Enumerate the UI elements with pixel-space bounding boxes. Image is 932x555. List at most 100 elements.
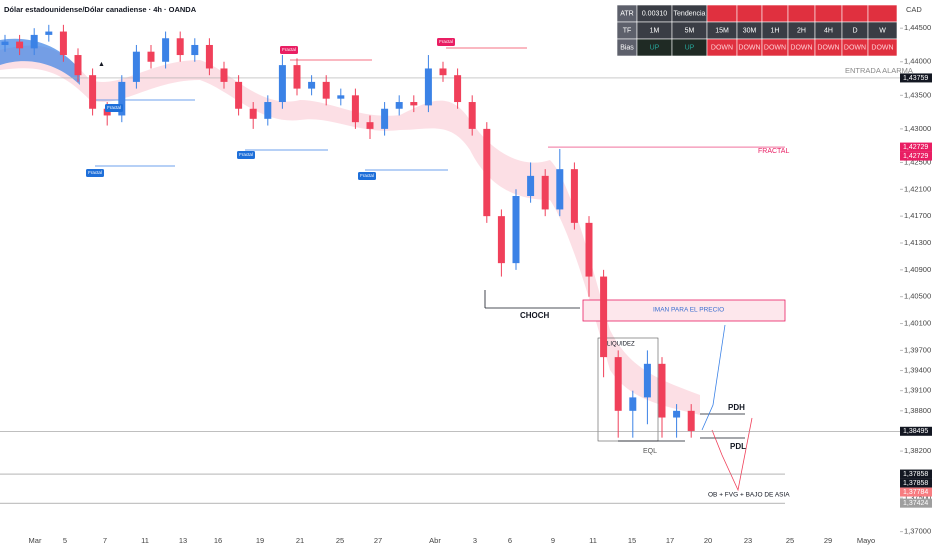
candle-body [585,222,593,277]
table-text: 0.00310 [642,10,667,17]
candle-body [541,175,549,210]
fractal-label: Fractal [107,105,121,110]
table-cell [787,4,816,23]
candle-body [74,55,82,76]
table-cell [841,4,869,23]
table-text: W [879,27,886,34]
table-text: UP [685,44,695,51]
table-cell [814,4,843,23]
candle-body [205,44,213,69]
candle-body [658,363,666,418]
pdh-label: PDH [728,403,745,412]
price-tag-label: 1,37858 [903,471,928,478]
x-tick-label: 11 [141,536,149,545]
fractal-label: Fractal [282,47,296,52]
candle-body [293,65,301,89]
fractal-badge [358,172,376,180]
price-tag [900,478,932,488]
fractal-badge [237,151,255,159]
y-tick-label: 1,41700 [904,211,931,220]
candle-body [132,51,140,82]
x-tick-label: 15 [628,536,636,545]
table-text: TF [623,27,632,34]
x-tick-label: 5 [63,536,67,545]
x-tick-label: 16 [214,536,222,545]
candle-body [278,65,286,103]
x-tick-label: 6 [508,536,512,545]
candle-body [483,128,491,217]
candle-body [381,108,389,129]
table-cell [706,4,738,23]
y-tick-label: 1,40500 [904,292,931,301]
y-tick-label: 1,37000 [904,527,931,536]
candle-body [1,41,9,45]
x-tick-label: 7 [103,536,107,545]
price-tag-label: 1,42729 [903,153,928,160]
candle-body [191,44,199,56]
x-tick-label: 11 [589,536,597,545]
candle-body [351,95,359,123]
price-tag [900,142,932,152]
table-text: ATR [620,10,633,17]
fractal-label: Fractal [239,152,253,157]
y-tick-label: 1,39100 [904,386,931,395]
candle-body [643,363,651,398]
price-tag [900,151,932,161]
x-tick-label: 25 [336,536,344,545]
y-tick-label: 1,43500 [904,90,931,99]
candle-body [337,95,345,99]
x-tick-label: 19 [256,536,264,545]
price-tag-label: 1,43759 [903,75,928,82]
candle-body [600,276,608,358]
ob-label: OB + FVG + BAJO DE ASIA [708,492,790,499]
table-text: DOWN [817,44,839,51]
y-tick-label: 1,37500 [904,493,931,502]
candle-body [629,397,637,411]
candle-body [89,75,97,109]
fractal-label: Fractal [88,170,102,175]
fractal-label: Fractal [439,39,453,44]
table-text: Tendencia [674,10,706,17]
price-tag-label: 1,38495 [903,428,928,435]
choch-label: CHOCH [520,311,550,320]
candle-body [118,81,126,116]
projection-up [701,324,726,431]
x-tick-label: 23 [744,536,752,545]
chart-title: Dólar estadounidense/Dólar canadiense · … [4,5,197,14]
fractal-line-label: FRACTAL [758,148,789,155]
x-tick-label: Mar [29,536,42,545]
table-text: 2H [797,27,806,34]
table-cell [761,4,789,23]
candle-body [45,31,53,35]
candle-body [527,175,535,197]
eql-label: EQL [643,448,657,455]
candle-body [497,216,505,264]
candle-body [454,75,462,103]
y-tick-label: 1,41300 [904,238,931,247]
candle-body [322,81,330,99]
table-text: 4H [824,27,833,34]
table-text: DOWN [711,44,733,51]
y-tick-label: 1,44500 [904,23,931,32]
y-tick-label: 1,39700 [904,345,931,354]
table-text: 15M [715,27,729,34]
table-text: 1H [771,27,780,34]
x-tick-label: 13 [179,536,187,545]
y-tick-label: 1,42500 [904,157,931,166]
y-tick-label: 1,38200 [904,446,931,455]
y-tick-label: 1,38800 [904,406,931,415]
table-text: 1M [650,27,660,34]
candle-body [264,102,272,119]
pdl-label: PDL [730,442,746,451]
y-tick-label: 1,40900 [904,265,931,274]
table-text: DOWN [790,44,812,51]
table-text: 5M [685,27,695,34]
price-tag [900,469,932,479]
table-text: 30M [743,27,757,34]
x-tick-label: 27 [374,536,382,545]
fractal-badge [86,169,104,177]
candle-body [366,122,374,129]
y-tick-label: 1,43000 [904,124,931,133]
x-tick-label: 21 [296,536,304,545]
